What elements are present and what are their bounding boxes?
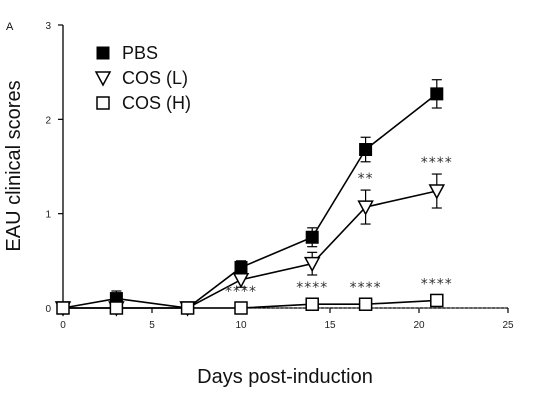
point-cos-h: [234, 301, 248, 315]
series-line-pbs: [62, 93, 438, 309]
legend-marker-pbs: [96, 46, 110, 60]
significance-label: ****: [225, 284, 257, 300]
y-axis-title: EAU clinical scores: [3, 80, 25, 251]
point-pbs: [305, 230, 319, 244]
legend-label-cos-h: COS (H): [122, 93, 191, 113]
point-cos-l: [428, 184, 446, 200]
point-pbs: [359, 143, 373, 157]
y-tick-label: 1: [45, 210, 51, 221]
y-tick-label: 0: [45, 304, 51, 315]
point-cos-h: [180, 301, 195, 315]
x-axis-title: Days post-induction: [197, 366, 373, 388]
significance-label: ****: [421, 276, 453, 292]
point-cos-h: [430, 293, 444, 308]
legend-label-cos-l: COS (L): [122, 68, 188, 88]
panel-label: A: [6, 21, 14, 33]
significance-label: ****: [350, 280, 382, 296]
point-cos-h: [109, 301, 124, 315]
significance-label: ****: [421, 155, 453, 171]
y-tick-label: 2: [45, 115, 51, 126]
x-tick-label: 10: [235, 320, 247, 331]
x-tick-label: 20: [413, 320, 425, 331]
point-cos-h: [358, 297, 373, 311]
significance-label: **: [358, 171, 374, 187]
point-pbs: [430, 87, 444, 101]
x-tick-label: 15: [324, 320, 336, 331]
point-cos-l: [232, 272, 250, 289]
x-tick-label: 5: [149, 320, 155, 331]
legend-marker-cos-h: [96, 96, 110, 110]
point-cos-l: [357, 200, 374, 216]
point-pbs: [234, 260, 248, 274]
annotation-layer: ********** **** **** ****: [225, 155, 453, 300]
error-bar-layer: [111, 79, 442, 314]
point-cos-l: [303, 256, 321, 273]
x-tick-label: 0: [60, 320, 66, 331]
series-line-layer: [62, 93, 438, 309]
marker-layer: [54, 87, 446, 317]
axes: 0 5 10 15 20 25 0 1 2 3: [45, 21, 514, 331]
x-tick-label: 25: [502, 320, 514, 331]
point-cos-h: [56, 301, 70, 315]
significance-label: ****: [296, 280, 328, 296]
point-cos-h: [305, 297, 319, 311]
y-tick-label: 3: [45, 21, 51, 32]
legend: PBS COS (L) COS (H): [94, 43, 191, 113]
legend-label-pbs: PBS: [122, 43, 158, 63]
legend-marker-cos-l: [94, 71, 112, 87]
